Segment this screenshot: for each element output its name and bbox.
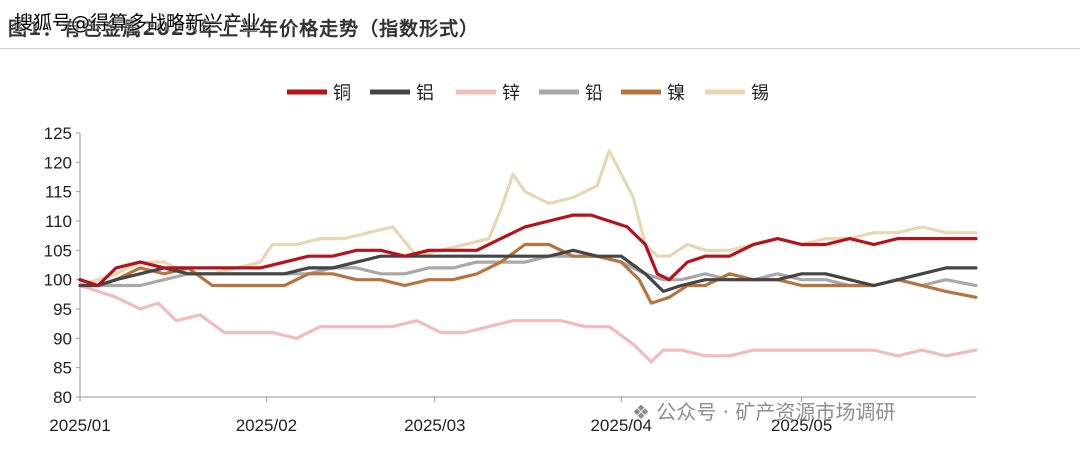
series-line-1	[78, 213, 978, 288]
x-tick-label: 2025/03	[404, 416, 465, 435]
figure-title: 图1：有色金属2025年上半年价格走势（指数形式）	[8, 18, 480, 40]
title-divider	[0, 48, 1080, 49]
y-tick-label: 105	[44, 241, 72, 260]
y-tick-label: 120	[44, 153, 72, 172]
legend-label: 铜	[333, 83, 351, 104]
x-tick-label: 2025/04	[590, 416, 651, 435]
legend-label: 铝	[416, 83, 434, 104]
x-tick-label: 2025/02	[236, 416, 297, 435]
y-tick-label: 95	[53, 300, 72, 319]
series-line-4	[78, 254, 978, 288]
series-line-2	[78, 248, 978, 293]
watermark-bottom-text: 公众号 · 矿产资源市场调研	[656, 400, 896, 424]
legend-label: 铅	[585, 83, 603, 104]
y-tick-label: 100	[44, 271, 72, 290]
y-tick-label: 115	[45, 183, 72, 202]
y-tick-label: 90	[53, 329, 72, 348]
legend-label: 锡	[751, 83, 769, 104]
y-tick-label: 110	[45, 212, 72, 231]
series-line-3	[78, 283, 978, 364]
y-tick-label: 125	[44, 124, 72, 143]
watermark-bottom: ❖ 公众号 · 矿产资源市场调研	[632, 396, 895, 425]
plot-area	[78, 149, 978, 364]
watermark-top: 搜狐号@得算多战略新兴产业	[14, 12, 262, 34]
x-tick-label: 2025/01	[49, 416, 110, 435]
chart-axes: 80 85 90 95 100 105 110 115 120 125 2025/01 2025/02…	[44, 124, 976, 435]
x-tick-label: 2025/05	[771, 416, 832, 435]
legend-label: 镍	[667, 83, 685, 104]
legend-label: 锌	[502, 83, 520, 104]
y-tick-label: 85	[53, 359, 72, 378]
series-line-6	[78, 149, 978, 288]
chart-legend: 铜铝锌铅镍锡	[287, 83, 769, 104]
y-tick-label: 80	[53, 388, 72, 407]
series-line-5	[78, 242, 978, 305]
wechat-icon: ❖	[632, 400, 657, 424]
